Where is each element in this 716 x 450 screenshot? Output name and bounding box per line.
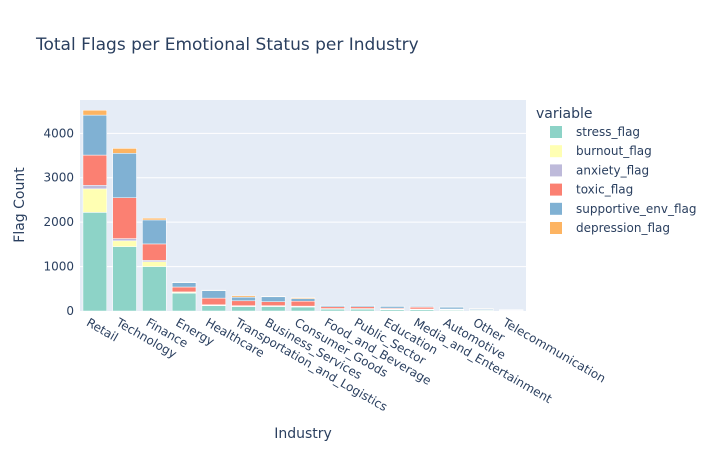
- x-axis-title: Industry: [274, 426, 332, 442]
- bar-segment[interactable]: [82, 212, 108, 312]
- bar-segment[interactable]: [142, 266, 167, 312]
- bar-segment[interactable]: [231, 295, 256, 298]
- y-tick-label: 2000: [43, 215, 74, 229]
- y-tick-label: 1000: [43, 260, 74, 274]
- bar-segment[interactable]: [112, 238, 137, 242]
- legend-title: variable: [536, 106, 592, 122]
- y-axis-title: Flag Count: [12, 167, 28, 243]
- bar-segment[interactable]: [380, 306, 405, 309]
- bar-segment[interactable]: [261, 306, 286, 312]
- y-tick-label: 3000: [43, 171, 74, 185]
- bar-segment[interactable]: [171, 286, 197, 293]
- bars-layer[interactable]: [82, 109, 524, 312]
- bar-segment[interactable]: [142, 217, 167, 221]
- bar-segment[interactable]: [201, 297, 226, 306]
- bar-segment[interactable]: [82, 154, 108, 186]
- legend-label[interactable]: depression_flag: [576, 221, 670, 235]
- bar-segment[interactable]: [82, 185, 108, 190]
- bar-segment[interactable]: [290, 297, 316, 299]
- bar-segment[interactable]: [290, 300, 316, 307]
- legend[interactable]: variable stress_flag burnout_flag anxiety_…: [536, 106, 697, 235]
- bar-segment[interactable]: [82, 114, 108, 156]
- bar-segment[interactable]: [350, 308, 375, 312]
- bar-segment[interactable]: [171, 282, 197, 288]
- bar-segment[interactable]: [112, 197, 137, 239]
- bar-segment[interactable]: [82, 188, 108, 213]
- legend-label[interactable]: stress_flag: [576, 125, 640, 139]
- bar-segment[interactable]: [112, 153, 137, 198]
- y-tick-label: 4000: [43, 126, 74, 140]
- bar-segment[interactable]: [320, 308, 345, 312]
- y-tick-label: 0: [66, 304, 74, 318]
- bar-segment[interactable]: [320, 306, 345, 309]
- bar-segment[interactable]: [409, 306, 435, 310]
- legend-label[interactable]: toxic_flag: [576, 183, 633, 197]
- legend-swatch[interactable]: [550, 164, 562, 177]
- legend-swatch[interactable]: [550, 183, 562, 196]
- bar-segment[interactable]: [439, 306, 464, 310]
- bar-segment[interactable]: [231, 300, 256, 306]
- chart-title: Total Flags per Emotional Status per Ind…: [35, 35, 419, 55]
- bar-segment[interactable]: [290, 306, 316, 312]
- bar-segment[interactable]: [261, 296, 286, 302]
- legend-label[interactable]: burnout_flag: [576, 144, 652, 158]
- bar-segment[interactable]: [290, 298, 316, 302]
- bar-segment[interactable]: [112, 148, 137, 154]
- legend-label[interactable]: anxiety_flag: [576, 163, 649, 177]
- legend-label[interactable]: supportive_env_flag: [576, 202, 697, 216]
- bar-segment[interactable]: [171, 292, 197, 312]
- bar-segment[interactable]: [231, 296, 256, 302]
- y-axis-ticks: 0 1000 2000 3000 4000: [43, 126, 74, 318]
- bar-segment[interactable]: [201, 290, 226, 299]
- legend-swatch[interactable]: [550, 145, 562, 158]
- bar-segment[interactable]: [142, 219, 167, 245]
- bar-segment[interactable]: [142, 261, 167, 267]
- legend-swatch[interactable]: [550, 202, 562, 215]
- bar-segment[interactable]: [231, 306, 256, 312]
- bar-segment[interactable]: [112, 240, 137, 247]
- legend-swatch[interactable]: [550, 222, 562, 234]
- bar-segment[interactable]: [112, 246, 137, 312]
- bar-segment[interactable]: [201, 305, 226, 312]
- legend-swatch[interactable]: [550, 126, 562, 138]
- bar-segment[interactable]: [142, 243, 167, 261]
- bar-segment[interactable]: [261, 301, 286, 306]
- bar-segment[interactable]: [82, 109, 108, 116]
- bar-segment[interactable]: [350, 306, 375, 309]
